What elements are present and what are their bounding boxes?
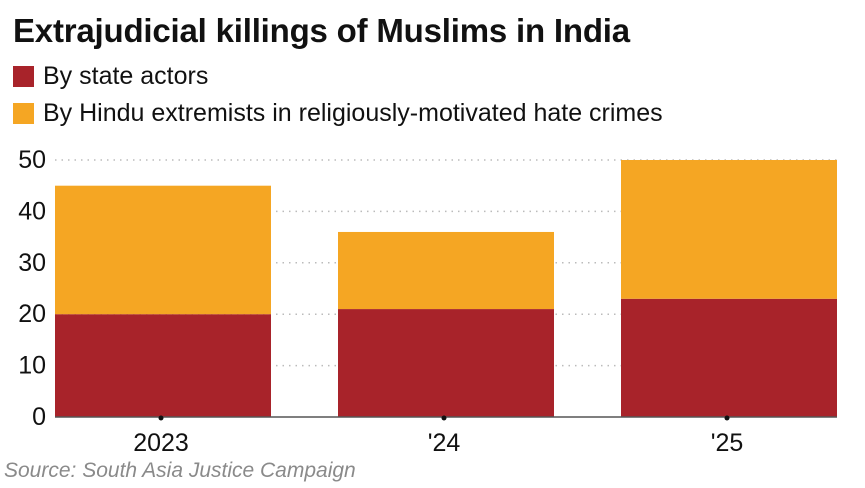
y-tick-label: 10 (18, 352, 46, 380)
chart-title: Extrajudicial killings of Muslims in Ind… (13, 12, 630, 49)
y-tick-label: 40 (18, 197, 46, 225)
y-tick-label: 0 (32, 403, 46, 431)
bar-state-actors (621, 298, 837, 417)
source-note: Source: South Asia Justice Campaign (4, 459, 356, 482)
y-tick-label: 30 (18, 249, 46, 277)
bar-state-actors (55, 314, 271, 417)
legend-label-hindu-extremists: By Hindu extremists in religiously-motiv… (43, 98, 663, 127)
bar-state-actors (338, 309, 554, 417)
bars (55, 160, 837, 417)
axes: 0 10 20 30 40 50 2023 '24 '25 (18, 146, 837, 457)
x-tick-mark (724, 415, 730, 421)
legend-label-state-actors: By state actors (43, 61, 209, 90)
bar-hindu-extremists (55, 185, 271, 315)
legend-item-hindu-extremists: By Hindu extremists in religiously-motiv… (13, 98, 663, 128)
bar-hindu-extremists (621, 160, 837, 299)
stacked-bar-chart: 0 10 20 30 40 50 2023 '24 '25 (18, 146, 837, 457)
x-tick-mark (441, 415, 447, 421)
legend-swatch-state-actors (13, 65, 34, 87)
x-tick-mark (158, 415, 164, 421)
x-tick-label: '24 (428, 429, 461, 457)
y-tick-label: 20 (18, 300, 46, 328)
legend-item-state-actors: By state actors (13, 61, 208, 91)
x-tick-label: 2023 (133, 429, 189, 457)
x-tick-label: '25 (711, 429, 744, 457)
legend-swatch-hindu-extremists (13, 102, 34, 124)
y-tick-label: 50 (18, 146, 46, 174)
bar-hindu-extremists (338, 231, 554, 310)
